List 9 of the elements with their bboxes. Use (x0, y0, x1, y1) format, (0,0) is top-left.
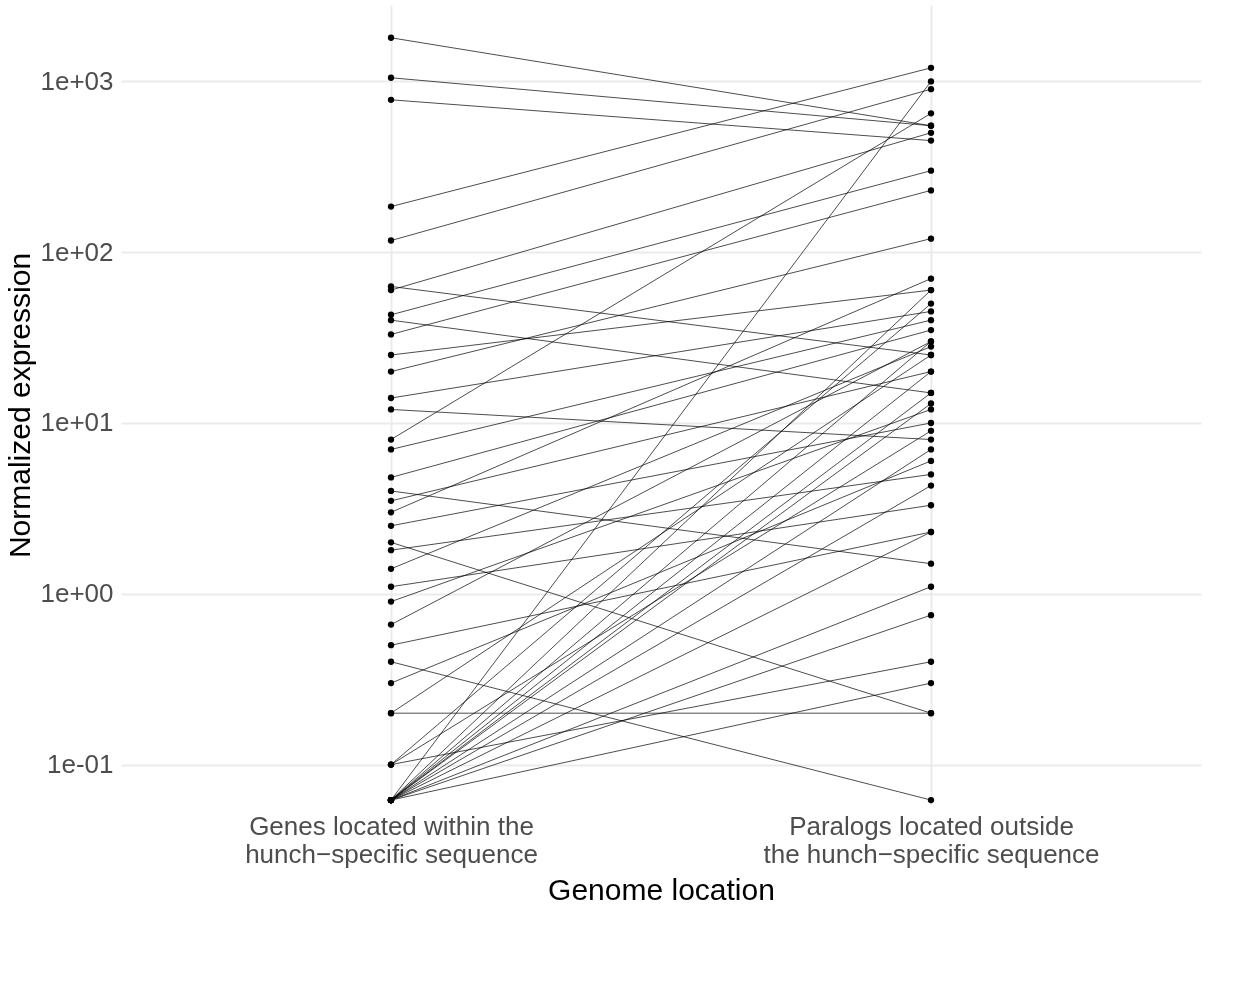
x-axis-title: Genome location (548, 872, 775, 906)
x-tick-label: Genes located within the hunch−specific sequence (245, 810, 538, 869)
x-tick-label: Paralogs located outside the hunch−specific sequence (763, 810, 1100, 869)
y-tick-label: 1e+02 (40, 236, 114, 267)
y-axis-title: Normalized expression (3, 252, 37, 559)
y-tick-label: 1e-01 (47, 749, 114, 780)
y-tick-label: 1e+01 (40, 407, 114, 438)
y-tick-label: 1e+00 (40, 578, 114, 609)
y-tick-label: 1e+03 (40, 65, 114, 96)
